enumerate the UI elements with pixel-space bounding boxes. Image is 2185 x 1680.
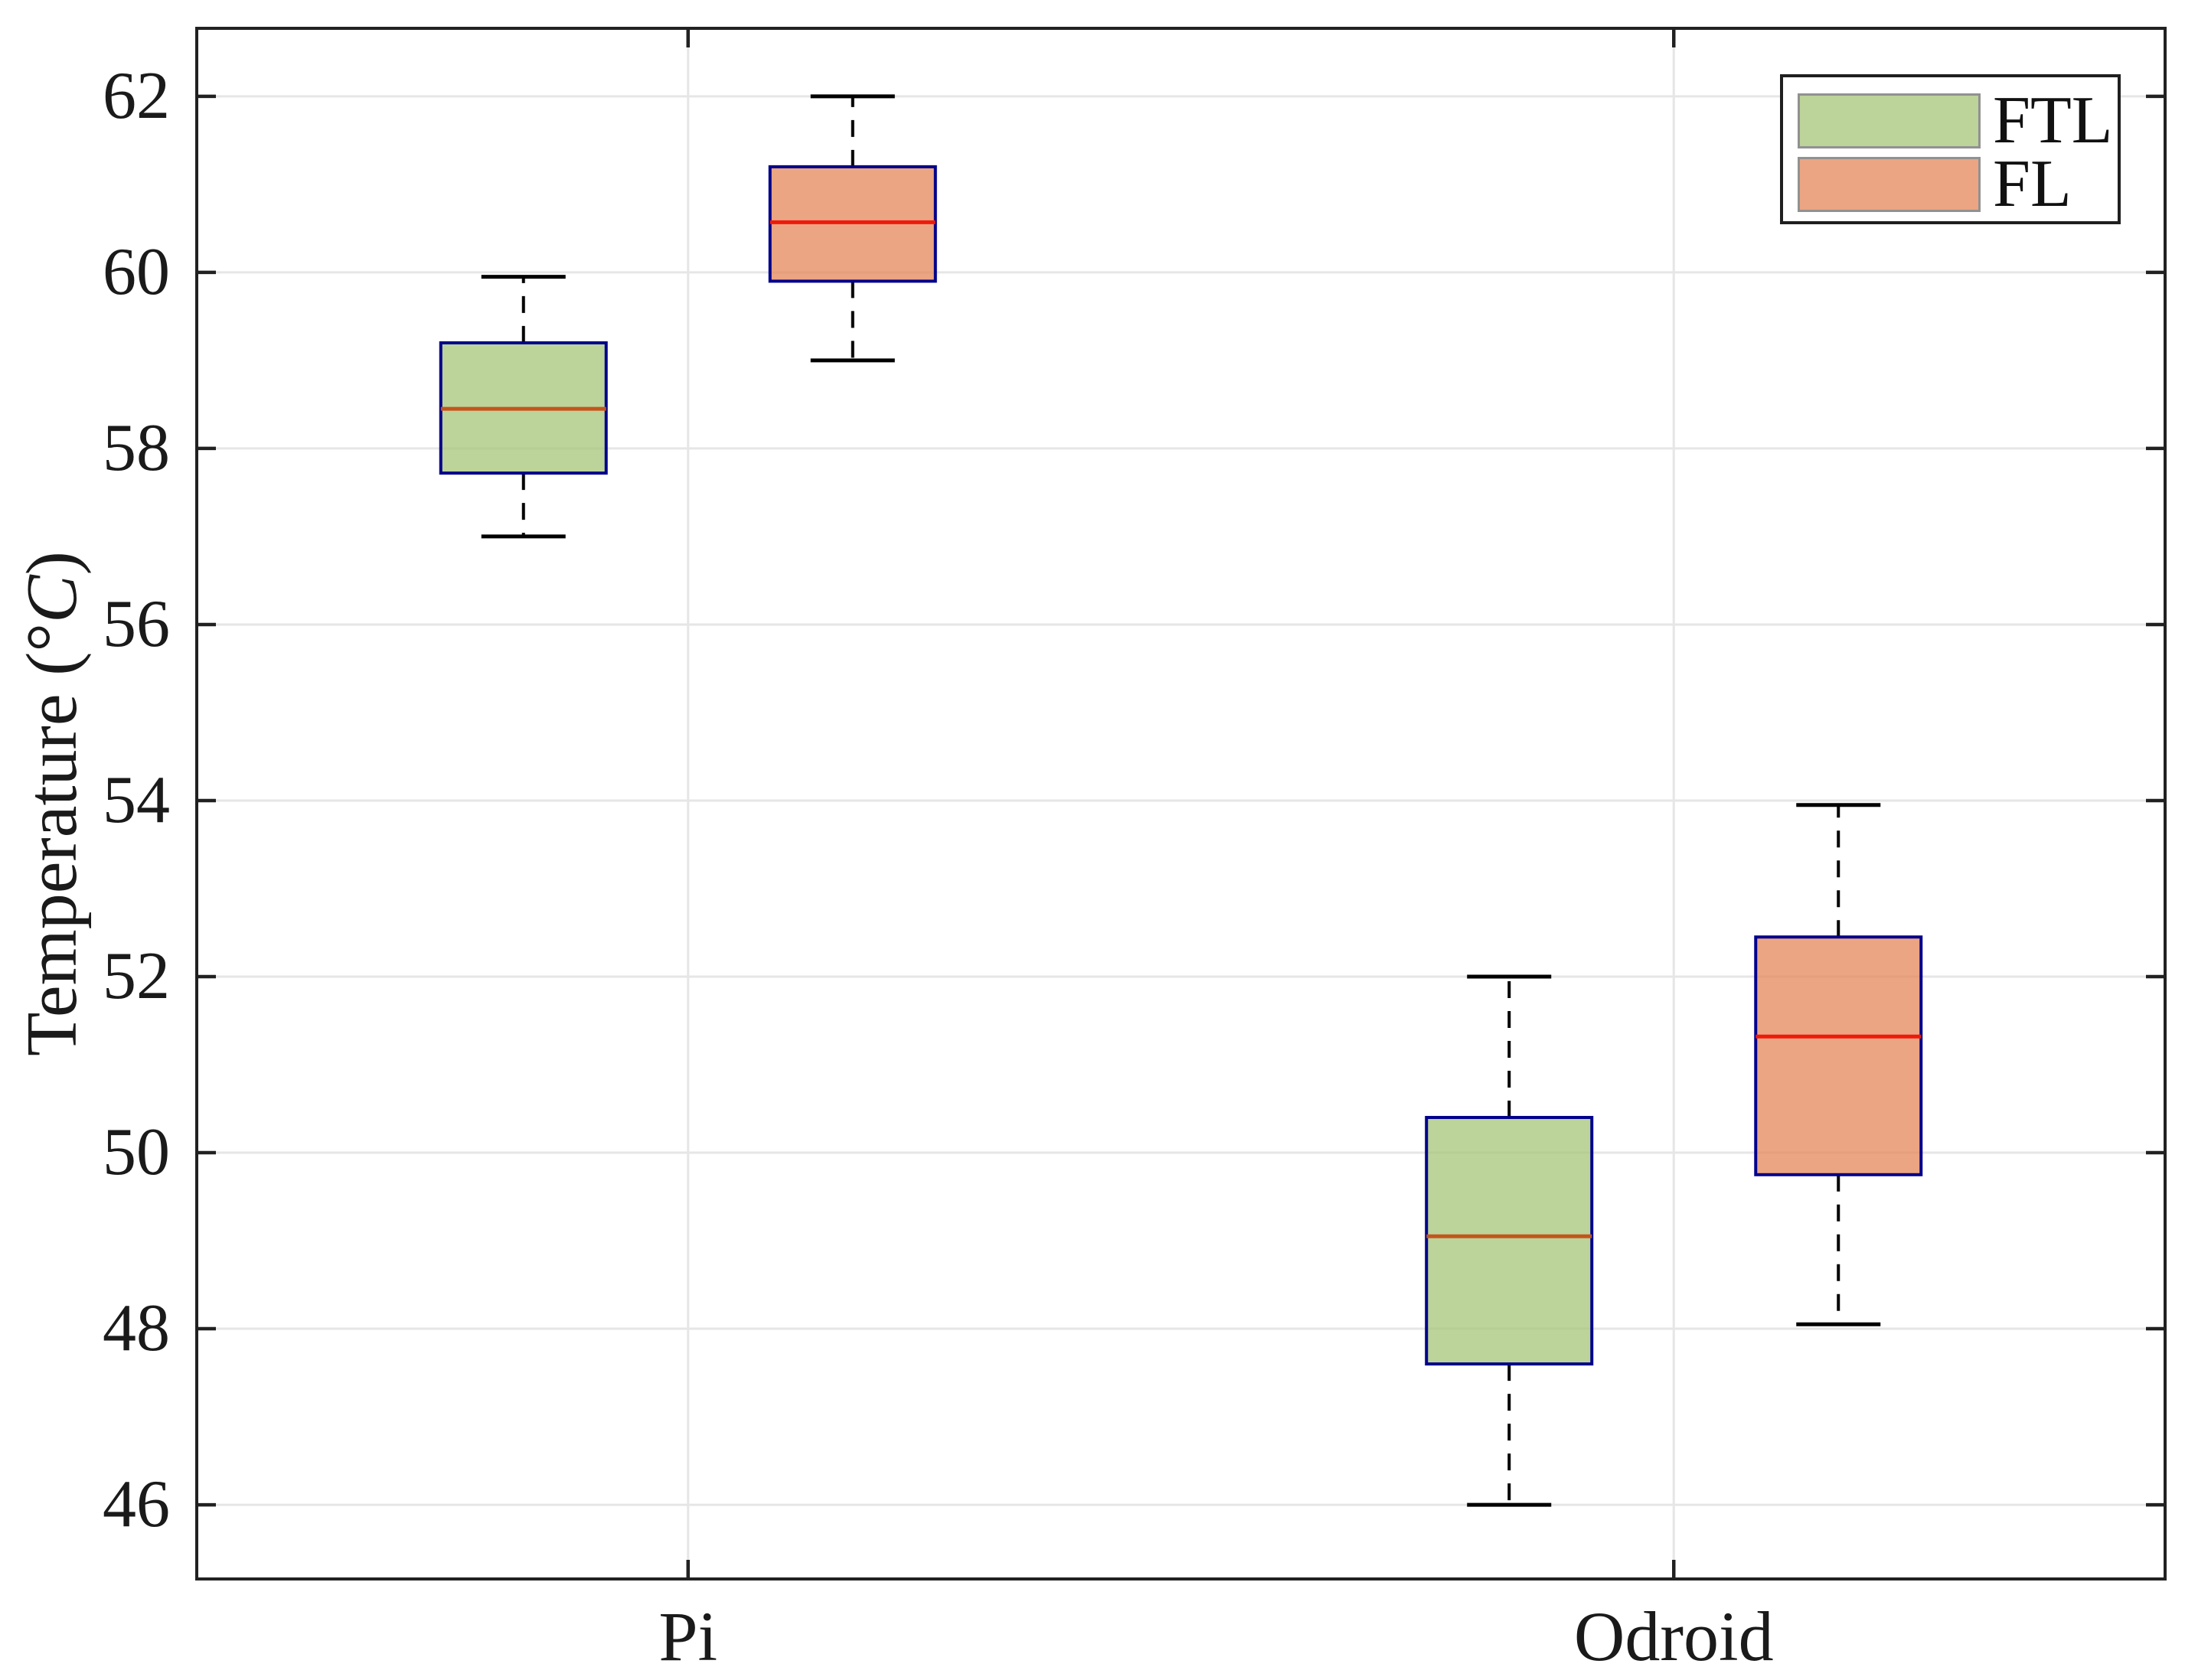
- y-tick-label-50: 50: [103, 1115, 170, 1190]
- y-tick-label-60: 60: [103, 234, 170, 309]
- box-fl-odroid: [1754, 935, 1923, 1176]
- box-ftl-odroid: [1425, 1116, 1594, 1366]
- y-tick-label-58: 58: [103, 410, 170, 485]
- legend: FTL FL: [1780, 74, 2121, 224]
- plot-frame: [195, 27, 2167, 1581]
- legend-row-fl: FL: [1798, 147, 2072, 221]
- y-tick-label-46: 46: [103, 1467, 170, 1542]
- y-axis-title-variable: C: [12, 575, 92, 624]
- legend-label-fl: FL: [1993, 147, 2072, 221]
- legend-swatch-fl: [1798, 157, 1981, 212]
- y-axis-title: Temperature (°C): [12, 551, 92, 1056]
- legend-swatch-ftl: [1798, 93, 1981, 148]
- plot-area: [195, 27, 2167, 1581]
- x-tick-label-pi: Pi: [658, 1597, 718, 1675]
- y-tick-label-62: 62: [103, 58, 170, 133]
- y-tick-label-54: 54: [103, 762, 170, 837]
- y-axis-title-suffix: ): [12, 551, 92, 576]
- y-tick-label-56: 56: [103, 586, 170, 661]
- y-tick-label-48: 48: [103, 1291, 170, 1366]
- y-axis-title-prefix: Temperature (°: [12, 623, 92, 1056]
- x-tick-label-odroid: Odroid: [1573, 1597, 1774, 1675]
- y-tick-label-52: 52: [103, 939, 170, 1013]
- legend-row-ftl: FTL: [1798, 83, 2113, 158]
- legend-label-ftl: FTL: [1993, 83, 2113, 158]
